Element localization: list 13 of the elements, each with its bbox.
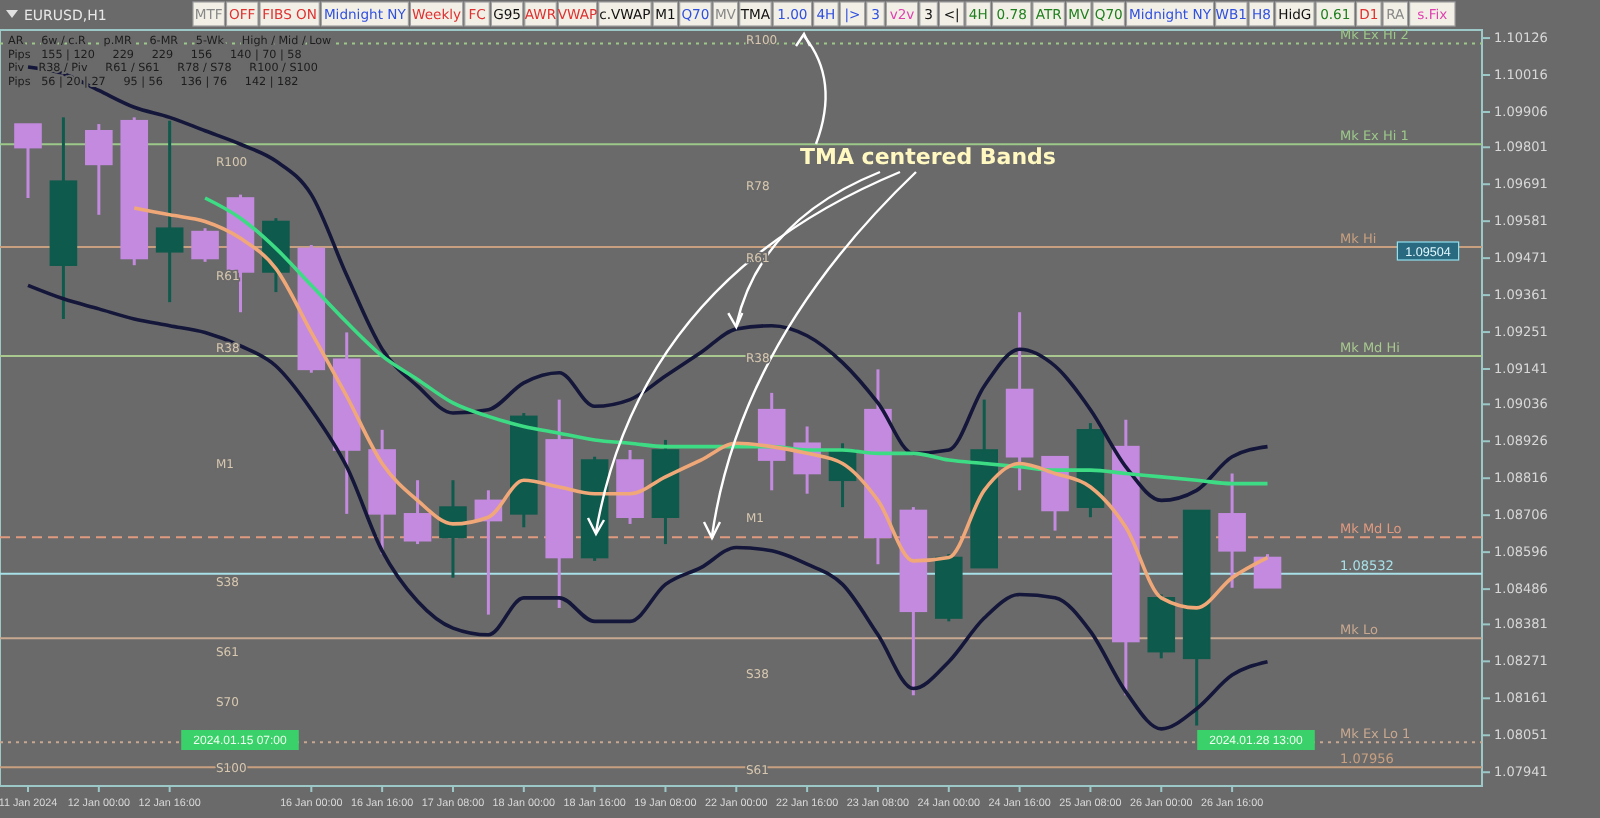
candlestick xyxy=(1218,472,1246,590)
candlestick xyxy=(403,478,432,546)
line-series xyxy=(132,206,1270,610)
candlestick xyxy=(155,119,184,304)
candlestick xyxy=(439,478,467,580)
annotation: TMA centered Bands xyxy=(800,144,1057,170)
line-series xyxy=(203,196,1270,486)
line-series xyxy=(26,65,1270,503)
line-series xyxy=(26,283,1270,731)
candlestick xyxy=(1253,552,1282,590)
candlestick xyxy=(85,122,113,217)
candlestick xyxy=(191,226,219,264)
candlestick xyxy=(14,122,42,200)
